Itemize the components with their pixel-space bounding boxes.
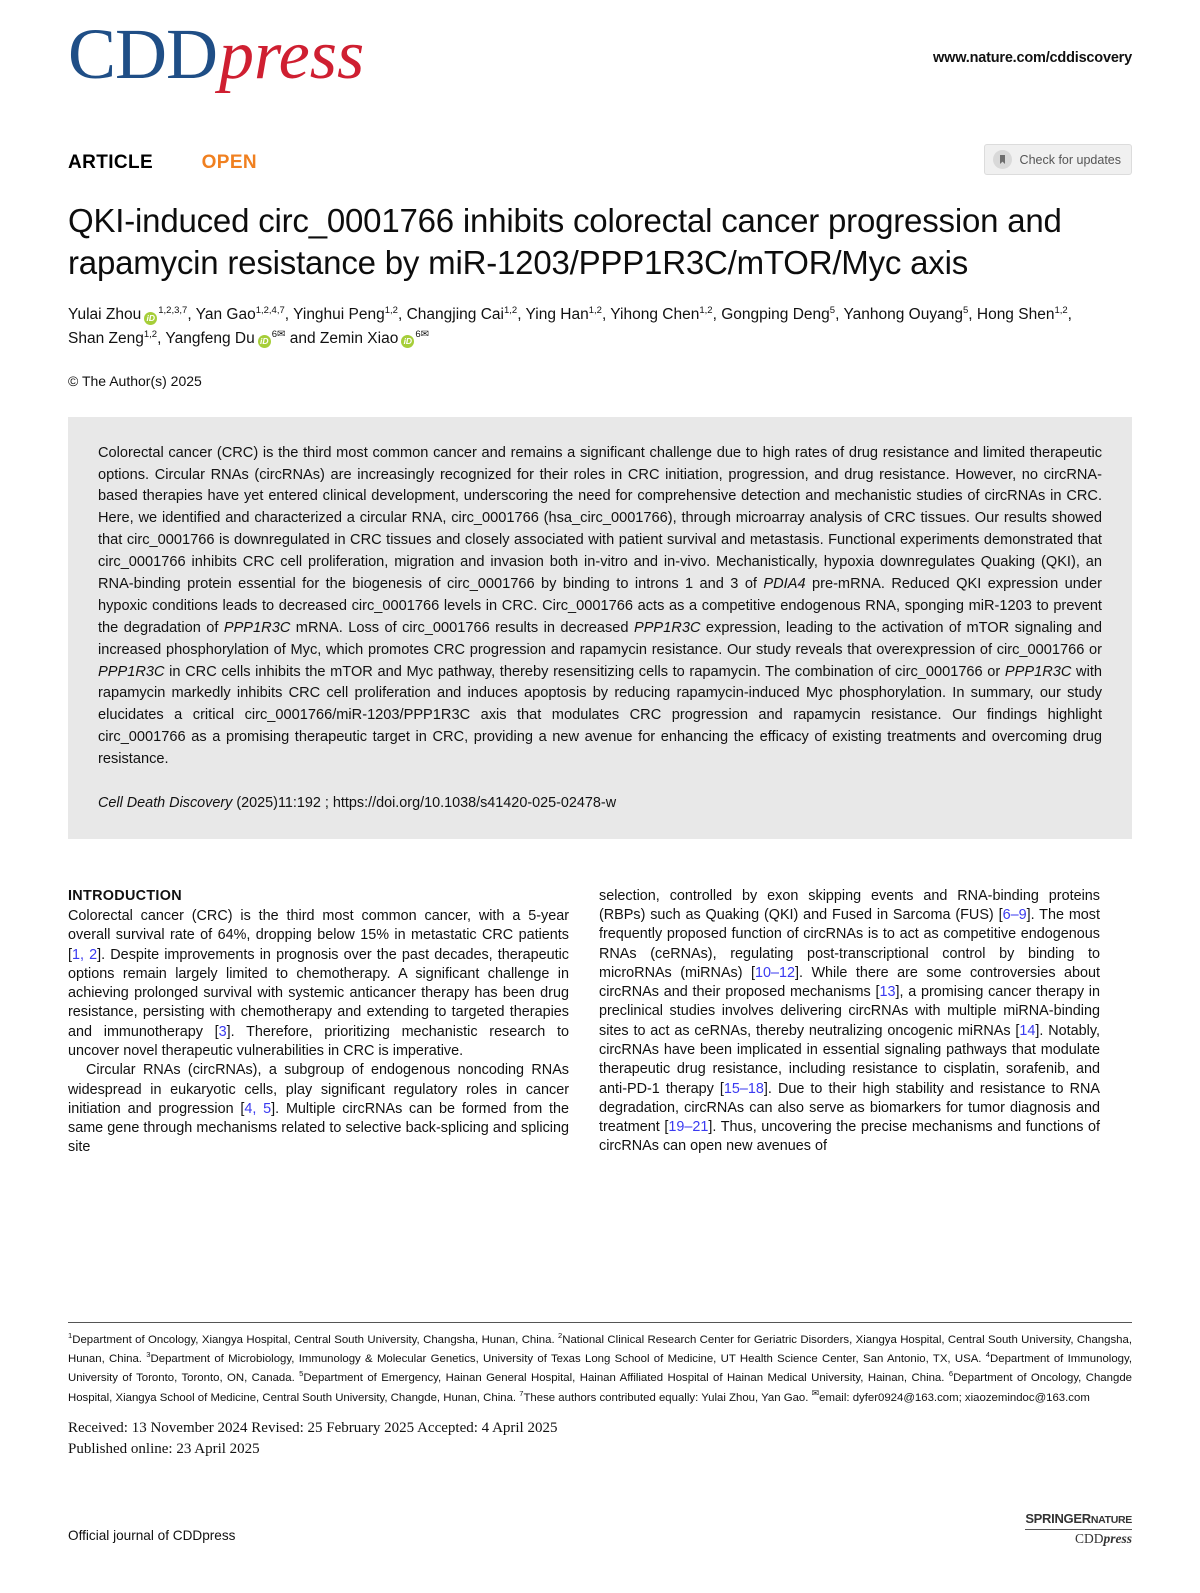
- corresponding-author-icon[interactable]: ✉: [420, 328, 429, 340]
- author-affiliation-marker: 6: [415, 328, 421, 340]
- author-name[interactable]: Yangfeng Du: [165, 329, 255, 347]
- publication-dates: Received: 13 November 2024 Revised: 25 F…: [68, 1418, 968, 1461]
- cddpress-logo: CDDpress: [68, 18, 364, 91]
- article-type-row: ARTICLE OPEN Check for updates: [68, 144, 1132, 192]
- author-affiliation-marker: 5: [829, 305, 836, 317]
- logo-main-text: CDD: [68, 14, 218, 94]
- author-affiliation-marker: 1,2: [699, 305, 713, 317]
- page-title: QKI-induced circ_0001766 inhibits colore…: [68, 202, 1062, 282]
- author-name[interactable]: Ying Han: [525, 306, 589, 324]
- affiliation-marker: 7: [519, 1388, 524, 1398]
- bookmark-icon: [992, 150, 1012, 169]
- author-name[interactable]: Yinghui Peng: [293, 306, 385, 324]
- journal-url[interactable]: www.nature.com/cddiscovery: [933, 50, 1132, 66]
- reference-link[interactable]: 3: [218, 1023, 227, 1040]
- affiliation-marker: 3: [146, 1349, 151, 1359]
- column-right: selection, controlled by exon skipping e…: [599, 887, 1100, 1158]
- intro-paragraph-3: selection, controlled by exon skipping e…: [599, 887, 1101, 1155]
- intro-paragraph-2: Circular RNAs (circRNAs), a subgroup of …: [68, 1062, 569, 1156]
- author-name[interactable]: Yihong Chen: [610, 306, 700, 324]
- article-label: ARTICLE: [68, 152, 154, 173]
- check-for-updates-label: Check for updates: [1019, 152, 1121, 167]
- column-left: INTRODUCTION Colorectal cancer (CRC) is …: [68, 887, 569, 1158]
- citation-details[interactable]: (2025)11:192 ; https://doi.org/10.1038/s…: [232, 795, 617, 812]
- page-footer: Official journal of CDDpress SPRINGERNAT…: [68, 1511, 1132, 1547]
- reference-link[interactable]: 4, 5: [244, 1100, 272, 1117]
- italic-term: PPP1R3C: [223, 619, 291, 636]
- author-affiliation-marker: 5: [962, 305, 969, 317]
- springer-nature-bottom: CDDpress: [1025, 1530, 1132, 1547]
- dates-line-2: Published online: 23 April 2025: [68, 1441, 260, 1458]
- citation-line: Cell Death Discovery (2025)11:192 ; http…: [98, 793, 1102, 815]
- footnote-divider: [68, 1322, 1132, 1323]
- author-affiliation-marker: 1,2,3,7: [158, 305, 188, 317]
- reference-link[interactable]: 1, 2: [72, 946, 98, 963]
- author-name[interactable]: Changjing Cai: [406, 306, 504, 324]
- author-affiliation-marker: 6: [271, 328, 278, 340]
- open-access-label: OPEN: [201, 152, 258, 173]
- cdd-text: CDD: [1074, 1530, 1104, 1546]
- reference-link[interactable]: 19–21: [668, 1119, 709, 1136]
- author-name[interactable]: Hong Shen: [976, 306, 1055, 324]
- citation-journal: Cell Death Discovery: [98, 795, 233, 812]
- press-text: press: [1103, 1530, 1132, 1546]
- envelope-icon: ✉: [811, 1387, 820, 1398]
- affiliation-marker: 6: [948, 1368, 954, 1378]
- reference-link[interactable]: 6–9: [1002, 906, 1027, 923]
- orcid-icon[interactable]: iD: [401, 334, 415, 348]
- body-columns: INTRODUCTION Colorectal cancer (CRC) is …: [68, 887, 1132, 1158]
- affiliation-marker: 4: [985, 1349, 991, 1359]
- author-name[interactable]: Yanhong Ouyang: [843, 306, 963, 324]
- author-affiliation-marker: 1,2: [143, 328, 158, 340]
- author-name[interactable]: Yulai Zhou: [68, 306, 142, 324]
- author-list: Yulai Zhou iD1,2,3,7, Yan Gao1,2,4,7, Yin…: [68, 305, 1072, 348]
- author-affiliation-marker: 1,2: [1054, 305, 1068, 317]
- italic-term: PPP1R3C: [633, 619, 701, 636]
- author-name[interactable]: Shan Zeng: [68, 329, 144, 347]
- dates-line-1: Received: 13 November 2024 Revised: 25 F…: [68, 1420, 558, 1436]
- affiliation-marker: 1: [68, 1331, 73, 1340]
- logo-accent-text: press: [219, 17, 365, 94]
- affiliations-block: 1Department of Oncology, Xiangya Hospita…: [68, 1331, 1132, 1404]
- springer-text: SPRINGER: [1025, 1511, 1091, 1526]
- abstract-box: Colorectal cancer (CRC) is the third mos…: [68, 416, 1132, 839]
- corresponding-author-icon[interactable]: ✉: [277, 328, 286, 340]
- author-name[interactable]: and Zemin Xiao: [289, 329, 399, 347]
- reference-link[interactable]: 13: [879, 984, 896, 1001]
- section-heading-introduction: INTRODUCTION: [68, 887, 182, 904]
- author-affiliation-marker: 1,2: [588, 305, 602, 317]
- orcid-icon[interactable]: iD: [257, 334, 271, 348]
- author-name[interactable]: Yan Gao: [195, 306, 256, 324]
- official-journal-text: Official journal of CDDpress: [68, 1528, 236, 1544]
- springer-nature-logo: SPRINGERNATURE CDDpress: [1025, 1511, 1132, 1547]
- author-affiliation-marker: 1,2: [503, 305, 518, 317]
- reference-link[interactable]: 14: [1019, 1022, 1036, 1039]
- springer-nature-top: SPRINGERNATURE: [1025, 1511, 1132, 1530]
- copyright-line: © The Author(s) 2025: [68, 372, 202, 389]
- abstract-text: Colorectal cancer (CRC) is the third mos…: [98, 444, 1103, 768]
- check-for-updates-badge[interactable]: Check for updates: [983, 144, 1132, 175]
- reference-link[interactable]: 15–18: [723, 1080, 764, 1097]
- reference-link[interactable]: 10–12: [754, 964, 796, 981]
- intro-paragraph-1: Colorectal cancer (CRC) is the third mos…: [68, 907, 569, 1059]
- italic-term: PPP1R3C: [98, 663, 165, 680]
- author-name[interactable]: Gongping Deng: [721, 306, 830, 324]
- affiliation-marker: 5: [299, 1368, 304, 1378]
- italic-term: PPP1R3C: [1004, 663, 1072, 680]
- nature-text: NATURE: [1090, 1514, 1132, 1526]
- orcid-icon[interactable]: iD: [144, 311, 158, 325]
- affiliation-marker: 2: [558, 1331, 563, 1340]
- author-affiliation-marker: 1,2,4,7: [255, 305, 285, 317]
- masthead: CDDpress www.nature.com/cddiscovery: [68, 0, 1132, 132]
- author-affiliation-marker: 1,2: [384, 305, 398, 317]
- italic-term: PDIA4: [763, 576, 806, 592]
